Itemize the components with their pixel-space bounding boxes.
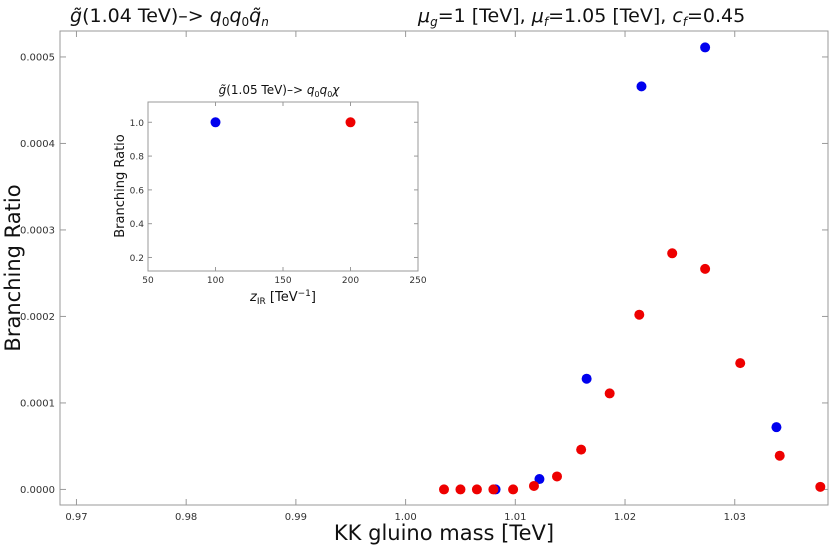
main-plot-frame bbox=[59, 30, 829, 506]
main-data-point-series-2 bbox=[735, 358, 746, 369]
inset-x-tick-label: 50 bbox=[142, 276, 154, 286]
main-data-point-series-1 bbox=[534, 474, 545, 485]
inset-x-tick-label: 150 bbox=[274, 276, 291, 286]
main-title-right: μg=1 [TeV], μf=1.05 [TeV], cf=0.45 bbox=[417, 5, 745, 29]
inset-background bbox=[148, 102, 418, 271]
inset-data-point-series-2 bbox=[345, 117, 356, 128]
inset-y-tick-label: 1.0 bbox=[130, 119, 145, 129]
inset-title: g̃(1.05 TeV)–> q0q0χ bbox=[219, 83, 341, 99]
main-data-point-series-2 bbox=[700, 263, 711, 274]
main-data-point-series-1 bbox=[581, 373, 592, 384]
main-x-tick-label: 1.02 bbox=[614, 512, 636, 523]
main-data-point-series-1 bbox=[771, 422, 782, 433]
main-data-point-series-2 bbox=[528, 480, 539, 491]
main-title-left: g̃(1.04 TeV)–> q0q0q̃n bbox=[70, 5, 269, 29]
main-data-point-series-2 bbox=[774, 450, 785, 461]
main-y-tick-label: 0.0005 bbox=[20, 52, 55, 63]
inset-y-tick-label: 0.6 bbox=[130, 186, 145, 196]
main-data-point-series-2 bbox=[471, 484, 482, 495]
main-x-tick-label: 1.01 bbox=[504, 512, 526, 523]
inset-x-tick-label: 250 bbox=[409, 276, 426, 286]
main-x-axis-title: KK gluino mass [TeV] bbox=[334, 521, 554, 545]
inset-x-tick-label: 200 bbox=[342, 276, 359, 286]
inset-x-axis-title: zIR [TeV−1] bbox=[249, 289, 316, 307]
main-x-tick-label: 1.00 bbox=[394, 512, 416, 523]
inset-x-tick-label: 100 bbox=[207, 276, 224, 286]
inset-data-point-series-1 bbox=[210, 117, 221, 128]
main-y-tick-label: 0.0000 bbox=[20, 485, 55, 496]
main-data-point-series-2 bbox=[439, 484, 449, 495]
main-y-tick-label: 0.0002 bbox=[20, 312, 55, 323]
main-x-tick-label: 0.97 bbox=[65, 512, 87, 523]
main-x-tick-label: 1.03 bbox=[724, 512, 746, 523]
main-x-tick-label: 0.98 bbox=[175, 512, 197, 523]
main-y-tick-label: 0.0004 bbox=[20, 139, 55, 150]
inset-y-tick-label: 0.4 bbox=[130, 220, 145, 230]
main-x-tick-label: 0.99 bbox=[285, 512, 307, 523]
main-data-point-series-2 bbox=[508, 484, 519, 495]
main-data-point-series-2 bbox=[634, 309, 645, 320]
main-data-point-series-2 bbox=[488, 484, 499, 495]
main-data-point-series-2 bbox=[815, 481, 826, 492]
inset-y-tick-label: 0.8 bbox=[130, 153, 145, 163]
main-data-point-series-1 bbox=[636, 81, 647, 92]
main-data-point-series-1 bbox=[700, 42, 711, 53]
inset-y-axis-title: Branching Ratio bbox=[113, 134, 128, 238]
main-y-tick-label: 0.0003 bbox=[20, 225, 55, 236]
main-data-point-series-2 bbox=[576, 444, 587, 455]
main-data-point-series-2 bbox=[455, 484, 466, 495]
main-data-point-series-2 bbox=[604, 388, 615, 399]
main-y-axis-title: Branching Ratio bbox=[1, 184, 25, 351]
main-y-tick-label: 0.0001 bbox=[20, 398, 55, 409]
inset-y-tick-label: 0.2 bbox=[130, 254, 144, 264]
main-data-point-series-2 bbox=[552, 471, 563, 482]
main-data-point-series-2 bbox=[667, 248, 678, 259]
